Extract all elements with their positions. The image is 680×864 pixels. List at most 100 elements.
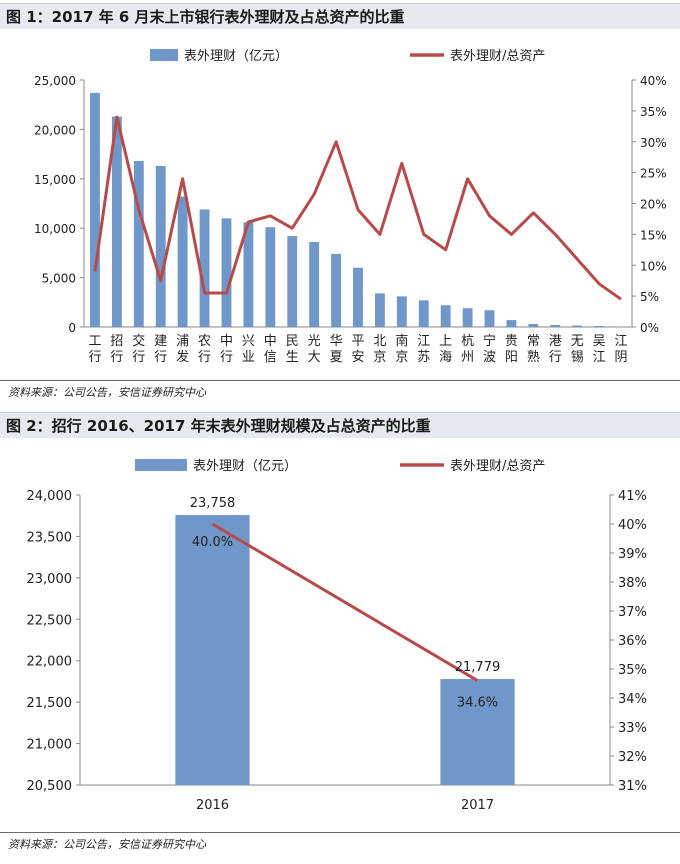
x-tick-label: 宁 (483, 333, 496, 349)
x-tick-label: 中 (220, 334, 233, 349)
x-tick-label: 发 (176, 349, 189, 365)
y-left-tick-label: 25,000 (34, 74, 76, 88)
x-tick-label: 大 (308, 350, 321, 365)
y-right-tick-label: 33% (618, 721, 647, 736)
bar-常熟 (528, 324, 539, 327)
x-tick-label: 江 (593, 350, 606, 365)
bar-建行 (155, 165, 166, 327)
x-tick-label: 京 (373, 350, 386, 365)
y-right-tick-label: 25% (640, 167, 667, 181)
y-left-tick-label: 5,000 (42, 272, 76, 286)
bar-贵阳 (506, 320, 517, 327)
bar-杭州 (462, 308, 473, 327)
x-tick-label: 浦 (176, 334, 189, 349)
bar-2016 (175, 515, 250, 785)
bar-中信 (265, 227, 276, 327)
y-right-tick-label: 31% (618, 779, 647, 794)
legend-bar-swatch (150, 49, 178, 61)
bar-中行 (221, 218, 232, 327)
x-tick-label: 行 (154, 350, 167, 365)
bar-光大 (309, 242, 320, 327)
y-left-tick-label: 22,500 (27, 613, 73, 628)
x-tick-label: 2016 (196, 798, 229, 813)
bar-农行 (199, 209, 210, 327)
y-left-tick-label: 10,000 (34, 222, 76, 236)
figure1-source: 资料来源：公司公告，安信证券研究中心 (8, 386, 206, 399)
x-tick-label: 2017 (461, 798, 494, 813)
x-tick-label: 波 (483, 350, 496, 365)
series-line-ratio (93, 115, 622, 301)
legend-bar-label: 表外理财（亿元） (193, 459, 297, 474)
bar-吴江 (594, 326, 605, 327)
x-tick-label: 江 (615, 334, 628, 349)
x-tick-label: 招 (110, 334, 123, 349)
x-tick-label: 光 (308, 334, 321, 349)
x-tick-label: 江 (417, 334, 430, 349)
y-right-tick-label: 5% (640, 290, 659, 304)
y-right-tick-label: 15% (640, 228, 667, 242)
y-right-tick-label: 41% (618, 489, 647, 504)
legend-bar-label: 表外理财（亿元） (184, 49, 288, 64)
series-line-ratio (211, 522, 479, 682)
x-tick-label: 行 (549, 350, 562, 365)
x-tick-label: 行 (88, 350, 101, 365)
bar-交行 (133, 161, 144, 327)
x-tick-label: 民 (286, 334, 299, 349)
bar-民生 (287, 236, 298, 327)
legend-line-label: 表外理财/总资产 (450, 459, 545, 474)
y-right-tick-label: 39% (618, 547, 647, 562)
y-right-tick-label: 0% (640, 321, 659, 335)
y-right-tick-label: 32% (618, 750, 647, 765)
x-tick-label: 熟 (527, 349, 540, 365)
y-left-tick-label: 0 (68, 321, 76, 335)
y-left-tick-label: 23,500 (27, 530, 73, 545)
x-tick-label: 中 (264, 334, 277, 349)
figure2-source-rule (0, 832, 680, 833)
y-right-tick-label: 20% (640, 198, 667, 212)
bar-无锡 (572, 325, 583, 327)
y-left-tick-label: 21,000 (27, 738, 73, 753)
y-left-tick-label: 20,500 (27, 779, 73, 794)
y-right-tick-label: 35% (618, 663, 647, 678)
x-tick-label: 信 (264, 350, 277, 365)
chart2-svg: 表外理财（亿元） 表外理财/总资产 20,500 21,000 21,500 22,000… (27, 459, 647, 813)
x-tick-label: 杭 (461, 334, 474, 349)
bar-港行 (550, 325, 561, 327)
x-tick-label: 吴 (593, 334, 606, 349)
x-tick-label: 农 (198, 334, 211, 349)
legend-bar-swatch (135, 459, 187, 471)
line-data-label: 34.6% (457, 696, 498, 711)
bar-工行 (90, 92, 100, 328)
y-right-tick-label: 34% (618, 692, 647, 707)
chart1-svg: 表外理财（亿元） 表外理财/总资产 0 5,000 10,000 15,000 20,000… (34, 49, 667, 365)
bar-平安 (353, 267, 363, 327)
y-left-tick-label: 15,000 (34, 173, 76, 187)
x-tick-label: 北 (373, 334, 386, 349)
x-tick-label: 华 (330, 334, 343, 349)
x-tick-label: 行 (198, 350, 211, 365)
x-tick-label: 港 (549, 334, 562, 349)
x-tick-label: 州 (461, 350, 474, 365)
bar-兴业 (243, 222, 254, 327)
bar-data-label: 21,779 (455, 660, 501, 675)
x-tick-label: 行 (110, 350, 123, 365)
bar-2017 (440, 679, 515, 785)
y-right-tick-label: 35% (640, 105, 667, 119)
x-tick-label: 安 (351, 350, 364, 365)
x-tick-label: 行 (132, 350, 145, 365)
x-tick-label: 工 (88, 334, 101, 349)
x-tick-label: 建 (154, 334, 167, 349)
bar-南京 (396, 296, 407, 327)
x-tick-label: 南 (395, 333, 408, 349)
bar-宁波 (484, 310, 495, 327)
x-tick-label: 京 (395, 350, 408, 365)
bar-浦发 (177, 196, 188, 327)
x-tick-label: 交 (132, 333, 145, 349)
x-tick-label: 夏 (330, 350, 343, 365)
x-tick-label: 苏 (417, 349, 430, 365)
bar-data-label: 23,758 (190, 496, 236, 511)
x-tick-label: 常 (527, 334, 540, 349)
figure2-title: 图 2：招行 2016、2017 年末表外理财规模及占总资产的比重 (0, 412, 680, 438)
x-tick-label: 平 (351, 334, 364, 349)
x-tick-label: 贵 (505, 334, 518, 349)
